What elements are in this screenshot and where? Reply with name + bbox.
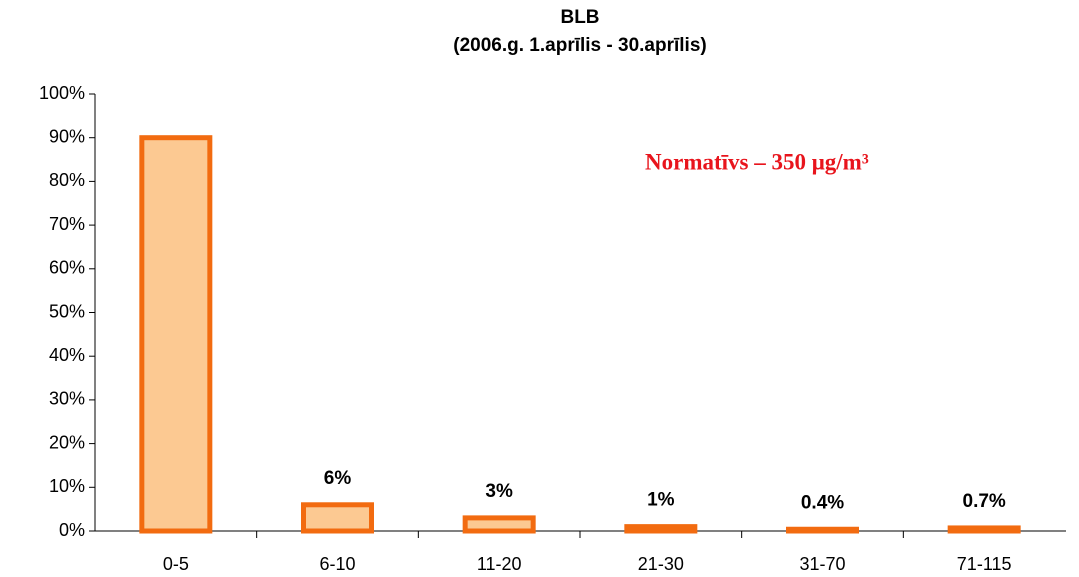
x-tick-label: 21-30 xyxy=(638,554,684,574)
bar xyxy=(786,526,859,534)
x-tick-label: 11-20 xyxy=(477,554,522,574)
value-label: 0.4% xyxy=(801,492,844,513)
bar xyxy=(139,135,213,534)
value-label: 0.7% xyxy=(963,491,1006,512)
x-tick-label: 6-10 xyxy=(319,554,355,574)
chart-subtitle: (2006.g. 1.aprīlis - 30.aprīlis) xyxy=(453,35,706,56)
bar xyxy=(301,502,374,534)
x-tick-label: 31-70 xyxy=(799,554,845,574)
value-label: 1% xyxy=(647,490,675,511)
bar xyxy=(462,515,536,534)
y-tick-label: 100% xyxy=(39,83,85,103)
y-tick-label: 20% xyxy=(49,432,85,452)
y-tick-label: 60% xyxy=(49,258,85,278)
y-tick-label: 80% xyxy=(49,170,85,190)
bar xyxy=(947,525,1021,534)
y-tick-label: 10% xyxy=(49,476,85,496)
y-tick-label: 70% xyxy=(49,214,85,234)
x-tick-label: 71-115 xyxy=(957,554,1012,574)
y-tick-label: 30% xyxy=(49,389,85,409)
x-tick-label: 0-5 xyxy=(163,554,189,574)
y-tick-label: 40% xyxy=(49,345,85,365)
y-tick-label: 0% xyxy=(59,520,85,540)
y-tick-label: 90% xyxy=(49,126,85,146)
y-tick-label: 50% xyxy=(49,301,85,321)
value-label: 3% xyxy=(485,481,513,502)
value-label: 6% xyxy=(324,468,352,489)
chart-title: BLB xyxy=(560,7,599,28)
bar xyxy=(624,524,698,534)
annotation: Normatīvs – 350 μg/m³ xyxy=(645,149,869,174)
